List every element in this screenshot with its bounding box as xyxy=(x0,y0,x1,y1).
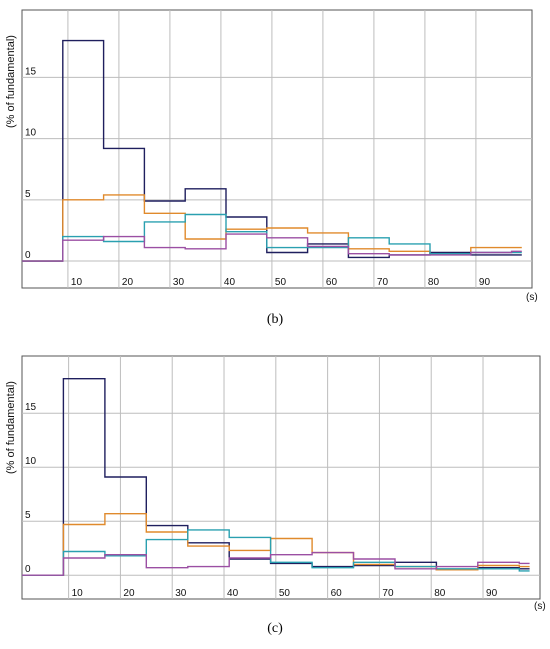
y-axis-label: (% of fundamental) xyxy=(5,381,17,474)
y-tick-label: 10 xyxy=(25,128,37,139)
chart-b-svg: 0 5 10 15 10 20 30 40 50 60 70 80 90 (% of fundamenta… xyxy=(5,9,538,303)
x-tick-label: 50 xyxy=(275,277,287,288)
x-tick-label: 20 xyxy=(123,588,135,599)
x-tick-label: 60 xyxy=(331,588,343,599)
x-tick-label: 30 xyxy=(175,588,187,599)
series-step-line-2 xyxy=(22,513,530,576)
x-tick-label: 90 xyxy=(486,588,498,599)
y-tick-label: 10 xyxy=(25,456,37,467)
x-tick-label: 90 xyxy=(479,277,491,288)
y-tick-label: 0 xyxy=(25,250,31,261)
x-tick-label: 40 xyxy=(224,277,236,288)
chart-panel-b: 0 5 10 15 10 20 30 40 50 60 70 80 90 (% of fundamenta… xyxy=(5,9,538,327)
x-tick-label: 40 xyxy=(227,588,239,599)
chart-panel-c: 0 5 10 15 10 20 30 40 50 60 70 80 90 (% of fundamenta… xyxy=(0,345,550,649)
x-tick-label: 10 xyxy=(72,588,84,599)
x-tick-label: 80 xyxy=(434,588,446,599)
panel-caption-c: (c) xyxy=(267,621,283,636)
series-step-line-4 xyxy=(22,551,530,576)
x-tick-label: 10 xyxy=(71,277,83,288)
y-tick-label: 0 xyxy=(25,564,31,575)
y-tick-label: 5 xyxy=(25,510,31,521)
x-tick-label: 70 xyxy=(382,588,394,599)
y-tick-label: 15 xyxy=(25,66,37,77)
chart-c-svg: 0 5 10 15 10 20 30 40 50 60 70 80 90 (% of fundamenta… xyxy=(5,355,546,612)
x-tick-label: 30 xyxy=(173,277,185,288)
series-step-line-4 xyxy=(22,233,522,262)
x-tick-label: 20 xyxy=(122,277,134,288)
x-axis-unit-label: (s) xyxy=(534,601,546,612)
panel-caption-b: (b) xyxy=(266,312,284,327)
x-tick-label: 60 xyxy=(326,277,338,288)
x-tick-label: 80 xyxy=(428,277,440,288)
x-tick-label: 70 xyxy=(377,277,389,288)
plot-frame xyxy=(21,9,533,289)
x-tick-label: 50 xyxy=(279,588,291,599)
x-axis-unit-label: (s) xyxy=(526,292,538,303)
y-axis-label: (% of fundamental) xyxy=(5,35,17,128)
y-tick-label: 15 xyxy=(25,402,37,413)
y-tick-label: 5 xyxy=(25,189,31,200)
